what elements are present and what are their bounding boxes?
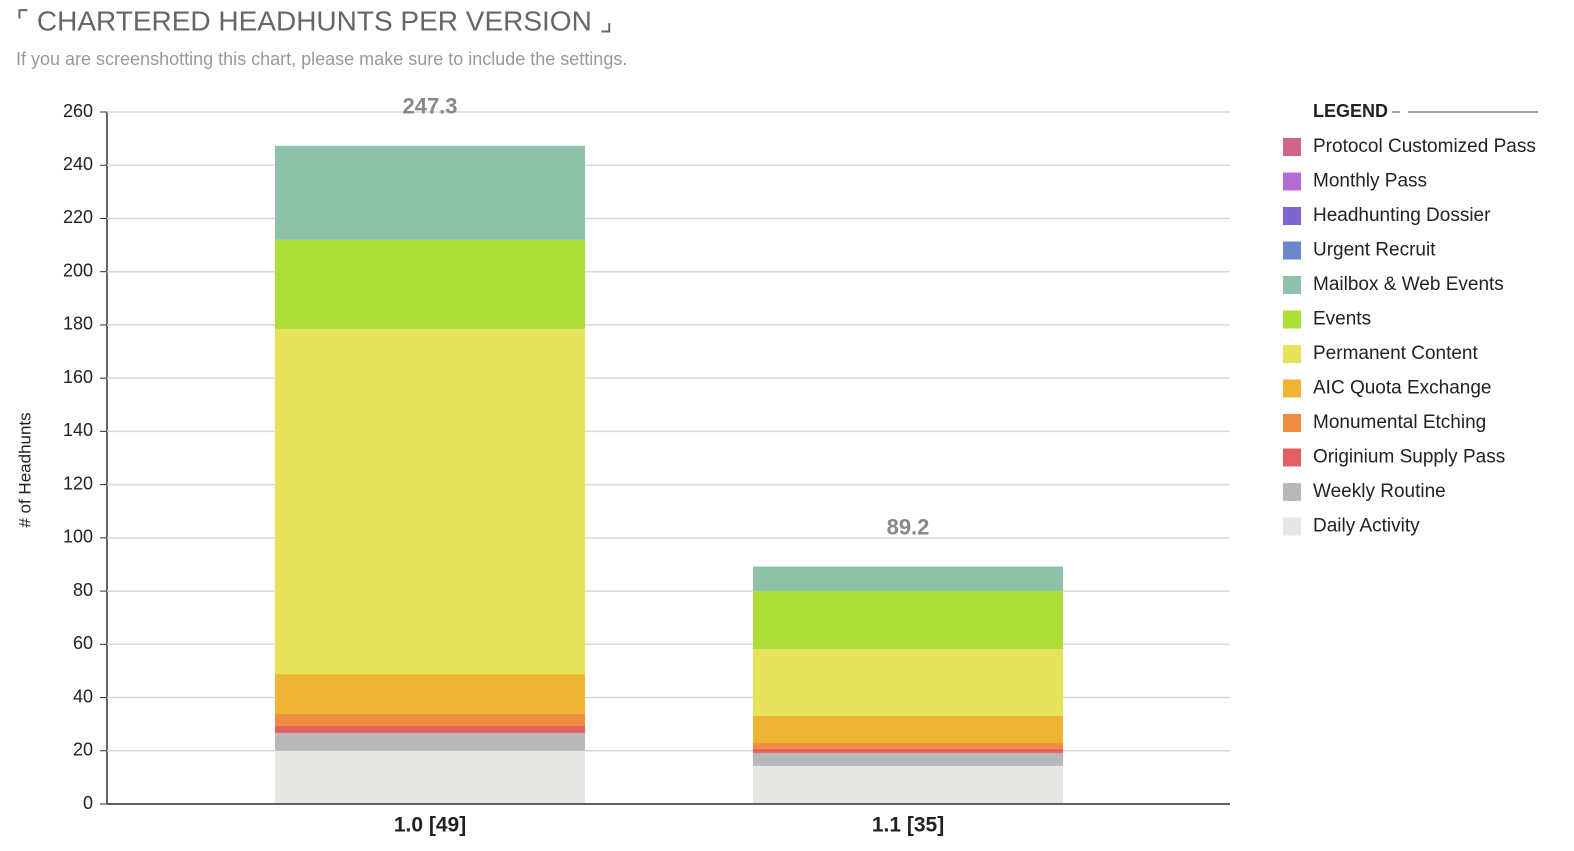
legend-label: Originium Supply Pass [1313, 447, 1505, 468]
legend-label: Daily Activity [1313, 516, 1420, 537]
bar-segment [753, 591, 1063, 650]
legend-label: Headhunting Dossier [1313, 205, 1491, 226]
y-tick-label: 260 [63, 101, 93, 121]
legend-label: Protocol Customized Pass [1313, 136, 1536, 157]
chart-subtitle: If you are screenshotting this chart, pl… [16, 49, 627, 69]
bar-segment [753, 752, 1063, 766]
bar-segment [753, 566, 1063, 592]
legend-swatch [1283, 414, 1301, 432]
y-tick-label: 80 [73, 580, 93, 600]
y-tick-label: 100 [63, 527, 93, 547]
bar-segment [275, 714, 585, 727]
x-tick-label: 1.0 [49] [394, 814, 466, 837]
legend-title: LEGEND [1313, 101, 1388, 121]
y-tick-label: 240 [63, 154, 93, 174]
legend-swatch [1283, 517, 1301, 536]
bar-segment [753, 765, 1063, 804]
bar-segment [753, 743, 1063, 749]
legend-label: Monumental Etching [1313, 412, 1486, 433]
y-tick-label: 20 [73, 740, 93, 760]
legend-swatch [1283, 241, 1301, 260]
legend-swatch [1283, 483, 1301, 501]
legend-label: Events [1313, 309, 1371, 330]
y-tick-label: 0 [83, 793, 93, 813]
y-tick-label: 200 [63, 260, 93, 280]
y-tick-label: 120 [63, 473, 93, 493]
legend-label: Monthly Pass [1313, 171, 1427, 192]
y-tick-label: 60 [73, 633, 93, 653]
legend-swatch [1283, 345, 1301, 363]
legend-swatch [1283, 207, 1301, 225]
bar-segment [753, 649, 1063, 716]
bar-segment [275, 145, 585, 240]
legend-label: Mailbox & Web Events [1313, 274, 1504, 295]
total-label: 247.3 [402, 94, 457, 119]
legend-swatch [1283, 379, 1301, 398]
legend-swatch [1283, 138, 1301, 156]
bar-segment [275, 732, 585, 751]
y-tick-label: 40 [73, 686, 93, 706]
y-tick-label: 180 [63, 314, 93, 334]
y-tick-label: 140 [63, 420, 93, 440]
y-tick-label: 220 [63, 207, 93, 227]
bar-segment [275, 750, 585, 804]
legend-label: Permanent Content [1313, 343, 1478, 364]
chart-title: ⌜ CHARTERED HEADHUNTS PER VERSION ⌟ [16, 5, 613, 36]
legend-label: Weekly Routine [1313, 481, 1446, 502]
bar-segment [275, 328, 585, 675]
legend-swatch [1283, 310, 1301, 329]
x-tick-label: 1.1 [35] [872, 814, 944, 837]
legend-swatch [1283, 172, 1301, 191]
bar-segment [275, 674, 585, 715]
legend-swatch [1283, 448, 1301, 467]
bar-segment [753, 715, 1063, 744]
bar-segment [275, 239, 585, 329]
y-tick-label: 160 [63, 367, 93, 387]
bar-segment [275, 726, 585, 733]
total-label: 89.2 [887, 514, 930, 539]
legend-label: AIC Quota Exchange [1313, 378, 1492, 399]
legend-swatch [1283, 276, 1301, 294]
y-axis-label: # of Headhunts [15, 412, 34, 527]
legend-label: Urgent Recruit [1313, 240, 1436, 261]
bar-segment [753, 748, 1063, 753]
